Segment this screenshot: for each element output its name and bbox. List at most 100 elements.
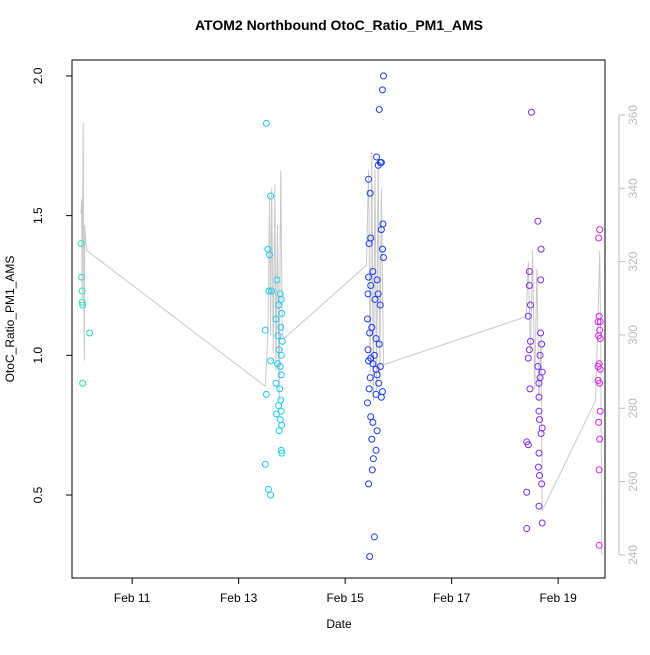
- point: [596, 365, 604, 373]
- point: [368, 466, 376, 474]
- point: [265, 287, 273, 295]
- point: [538, 519, 546, 527]
- point: [535, 502, 543, 510]
- y2-tick-label: 340: [626, 178, 640, 198]
- point: [267, 491, 275, 499]
- point: [371, 295, 379, 303]
- y2-line: [80, 122, 603, 555]
- point: [537, 245, 545, 253]
- point: [268, 287, 276, 295]
- y-tick-label: 1.5: [31, 207, 45, 224]
- point: [364, 290, 372, 298]
- point: [277, 351, 285, 359]
- point: [596, 407, 604, 415]
- x-axis-label: Date: [326, 617, 352, 631]
- point: [523, 525, 531, 533]
- point: [277, 371, 285, 379]
- point: [379, 254, 387, 262]
- point: [262, 119, 270, 127]
- point: [78, 273, 86, 281]
- point: [535, 407, 543, 415]
- point: [278, 309, 286, 317]
- point: [365, 240, 373, 248]
- point: [378, 388, 386, 396]
- point: [537, 276, 545, 284]
- point: [595, 418, 603, 426]
- point: [364, 315, 372, 323]
- point: [276, 385, 284, 393]
- point: [377, 393, 385, 401]
- point: [537, 329, 545, 337]
- point: [366, 552, 374, 560]
- point: [535, 393, 543, 401]
- point: [277, 446, 285, 454]
- point: [373, 153, 381, 161]
- point: [272, 315, 280, 323]
- point: [523, 488, 531, 496]
- point: [373, 276, 381, 284]
- point: [369, 418, 377, 426]
- point: [535, 449, 543, 457]
- point: [378, 86, 386, 94]
- point: [261, 326, 269, 334]
- point: [536, 471, 544, 479]
- point: [364, 399, 372, 407]
- point: [524, 312, 532, 320]
- point: [79, 379, 87, 387]
- point: [275, 427, 283, 435]
- point: [379, 72, 387, 80]
- point: [596, 435, 604, 443]
- point: [596, 226, 604, 234]
- point: [594, 318, 602, 326]
- point: [596, 335, 604, 343]
- y2-tick-label: 280: [626, 398, 640, 418]
- point: [365, 273, 373, 281]
- point: [536, 351, 544, 359]
- point: [524, 441, 532, 449]
- point: [525, 281, 533, 289]
- point: [262, 390, 270, 398]
- point: [535, 379, 543, 387]
- point: [595, 312, 603, 320]
- y2-tick-label: 320: [626, 251, 640, 271]
- point: [370, 533, 378, 541]
- point: [365, 480, 373, 488]
- point: [374, 161, 382, 169]
- plot-frame: [71, 59, 606, 579]
- point: [267, 192, 275, 200]
- point: [525, 268, 533, 276]
- point: [528, 108, 536, 116]
- point: [596, 379, 604, 387]
- point: [596, 318, 604, 326]
- point: [367, 281, 375, 289]
- point: [79, 301, 87, 309]
- y2-tick-label: 300: [626, 325, 640, 345]
- point: [537, 430, 545, 438]
- x-tick-label: Feb 15: [326, 591, 364, 605]
- x-tick-label: Feb 17: [433, 591, 471, 605]
- point: [267, 357, 275, 365]
- point: [261, 460, 269, 468]
- point: [538, 340, 546, 348]
- x-tick-label: Feb 19: [539, 591, 577, 605]
- point: [365, 175, 373, 183]
- point: [534, 217, 542, 225]
- point: [526, 337, 534, 345]
- x-tick-label: Feb 13: [220, 591, 258, 605]
- point: [534, 463, 542, 471]
- point: [277, 295, 285, 303]
- point: [376, 301, 384, 309]
- point: [368, 435, 376, 443]
- point: [538, 480, 546, 488]
- point: [274, 332, 282, 340]
- point: [372, 335, 380, 343]
- point: [272, 379, 280, 387]
- point: [375, 340, 383, 348]
- chart-title: ATOM2 Northbound OtoC_Ratio_PM1_AMS: [195, 17, 483, 33]
- point: [365, 385, 373, 393]
- y2-tick-label: 240: [626, 545, 640, 565]
- point: [375, 105, 383, 113]
- point: [369, 360, 377, 368]
- point: [526, 301, 534, 309]
